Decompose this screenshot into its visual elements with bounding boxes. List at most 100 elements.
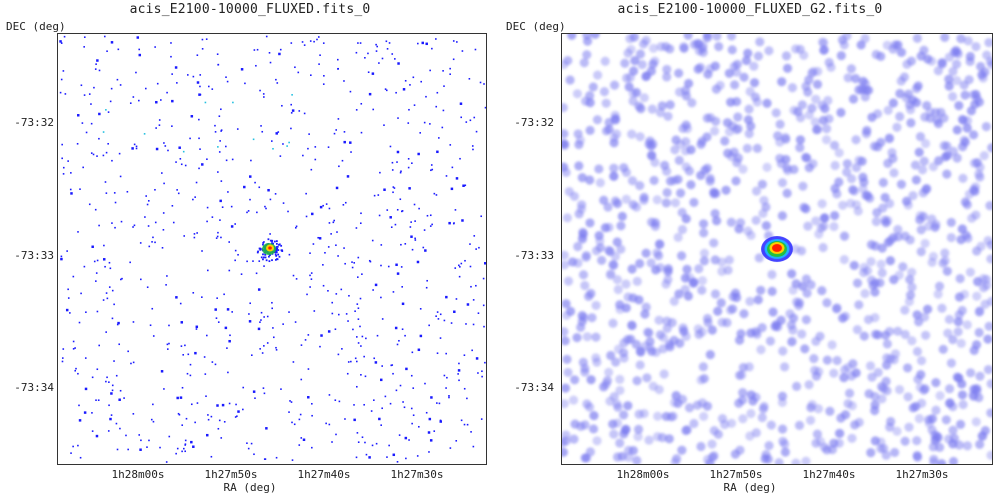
smoothed-event [854, 300, 864, 310]
smoothed-event [734, 224, 744, 234]
photon-event [395, 91, 397, 94]
photon-event [411, 351, 414, 354]
photon-event [376, 334, 379, 337]
photon-event [426, 279, 428, 282]
smoothed-event [821, 135, 832, 145]
photon-event [461, 219, 464, 222]
smoothed-event [962, 320, 972, 330]
smoothed-event [934, 281, 945, 291]
right-y-tick-label: -73:32 [514, 116, 554, 129]
photon-event [102, 131, 105, 133]
smoothed-event [975, 61, 986, 72]
smoothed-event [749, 78, 760, 88]
photon-event [266, 342, 269, 344]
smoothed-event [870, 400, 880, 410]
photon-event [249, 198, 251, 201]
smoothed-event [681, 162, 691, 172]
photon-event [335, 129, 337, 131]
smoothed-event [739, 72, 749, 82]
photon-event [466, 423, 469, 426]
photon-event [116, 78, 119, 81]
photon-event [107, 430, 110, 432]
photon-event [305, 192, 307, 195]
smoothed-event [846, 64, 856, 74]
smoothed-event [882, 339, 892, 349]
smoothed-event [919, 45, 929, 55]
photon-event [357, 256, 360, 259]
photon-event [252, 138, 255, 141]
photon-event [271, 307, 273, 310]
smoothed-event [896, 47, 906, 57]
smoothed-event [584, 402, 595, 412]
smoothed-event [582, 50, 592, 60]
smoothed-event [623, 48, 633, 58]
smoothed-event [679, 326, 689, 336]
photon-event [151, 307, 154, 310]
photon-event [443, 319, 446, 322]
photon-event [288, 411, 290, 413]
photon-event [408, 108, 410, 111]
photon-event [484, 361, 486, 364]
smoothed-event [677, 207, 687, 218]
smoothed-event [585, 175, 595, 185]
smoothed-event [798, 281, 808, 292]
smoothed-event [830, 210, 840, 221]
photon-event [104, 265, 106, 268]
photon-event [214, 308, 217, 311]
smoothed-event [581, 252, 591, 263]
smoothed-event [768, 307, 778, 317]
photon-event [290, 401, 293, 403]
photon-event [217, 321, 220, 323]
photon-event [356, 360, 358, 363]
photon-event [95, 63, 97, 65]
smoothed-event [628, 96, 638, 106]
smoothed-event [962, 441, 972, 451]
photon-event [418, 207, 420, 210]
photon-event [163, 142, 165, 144]
smoothed-event [585, 91, 595, 101]
photon-event [217, 63, 220, 66]
left-x-tick-label: 1h27m40s [297, 468, 351, 481]
photon-event [368, 259, 371, 262]
smoothed-event [743, 48, 753, 58]
photon-event [412, 387, 415, 389]
smoothed-event [681, 425, 691, 436]
photon-event [376, 45, 379, 48]
smoothed-event [960, 197, 971, 207]
photon-event [465, 121, 468, 123]
smoothed-event [840, 365, 850, 375]
smoothed-event [944, 81, 954, 91]
smoothed-event [951, 59, 962, 69]
smoothed-event [601, 379, 611, 389]
photon-event [439, 313, 442, 316]
photon-event [211, 216, 214, 218]
smoothed-event [619, 163, 629, 173]
smoothed-event [852, 325, 863, 335]
photon-event [378, 62, 380, 64]
photon-event [248, 313, 250, 315]
photon-event [192, 445, 195, 448]
smoothed-event [647, 104, 657, 114]
smoothed-event [683, 34, 693, 40]
photon-event [105, 292, 108, 294]
left-image-frame[interactable] [57, 33, 487, 465]
right-image-frame[interactable] [561, 33, 993, 465]
photon-event [220, 180, 223, 182]
photon-event [309, 252, 311, 254]
photon-event [328, 423, 331, 426]
photon-event [455, 177, 459, 180]
photon-event [166, 348, 169, 350]
smoothed-event [972, 386, 982, 396]
smoothed-event [634, 295, 644, 305]
photon-event [201, 250, 203, 252]
source-core [772, 244, 782, 252]
photon-event [211, 361, 214, 363]
photon-event [303, 44, 306, 46]
smoothed-event [662, 323, 672, 334]
photon-event [405, 367, 408, 371]
photon-event [410, 221, 412, 223]
right-x-tick-label: 1h28m00s [616, 468, 670, 481]
smoothed-event [931, 219, 941, 230]
photon-event [66, 250, 68, 252]
smoothed-event [643, 327, 653, 337]
